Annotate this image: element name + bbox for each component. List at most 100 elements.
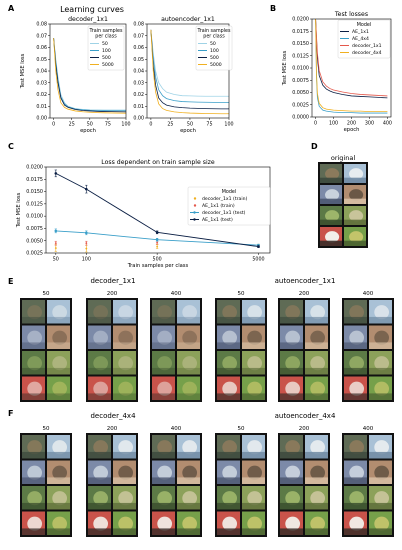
- y-tick-label: 0.0075: [26, 226, 43, 232]
- legend-label: AE_1x1: [352, 29, 369, 35]
- series-500-line: [150, 29, 229, 110]
- panel-e-grid-thumb-ground: [217, 316, 240, 324]
- y-tick-label: 0.03: [133, 80, 144, 86]
- original-grid-thumb-subject: [349, 189, 364, 201]
- panel-e-grid-thumb-ground: [217, 367, 240, 375]
- panel-f-grid-thumb-subject: [374, 440, 390, 455]
- panel-f-grid-thumb-ground: [47, 451, 70, 459]
- panel-f-grid-thumb-ground: [113, 451, 136, 459]
- panel-e-grid-thumb-subject: [52, 330, 68, 345]
- panel-a-title: Learning curves: [60, 5, 124, 14]
- panel-f-grid-thumb-ground: [88, 451, 111, 459]
- panel-f-grid-thumb-subject: [27, 465, 43, 480]
- panel-e-grid-thumb-ground: [305, 342, 328, 349]
- panel-f-grid-thumb-ground: [305, 502, 328, 510]
- panel-f-grid-thumb-subject: [349, 465, 365, 480]
- legend-title: Model: [357, 22, 371, 28]
- panel-f-grid-thumb-subject: [222, 440, 238, 455]
- panel-e-grid-thumb-subject: [182, 305, 198, 320]
- legend-label: 5000: [102, 62, 114, 68]
- panel-e-grid-thumb-subject: [349, 305, 365, 320]
- y-tick-label: 0.07: [133, 33, 144, 39]
- series-100-line: [53, 38, 126, 112]
- image-grids-layer: 50 200 400 50 200 400 50 200 400 50 200 400: [20, 162, 394, 537]
- panel-f-grid-thumb-ground: [177, 528, 200, 535]
- legend-label: decoder_1x1 (test): [202, 210, 246, 216]
- panel-e-grid-thumb-ground: [344, 393, 367, 400]
- series-decoder-1x1-line: [315, 19, 388, 97]
- y-tick-label: 0.0200: [26, 165, 43, 171]
- legend-label: 50: [210, 41, 216, 47]
- panel-f-grid-thumb-subject: [182, 465, 198, 480]
- panel-f-grid-thumb-subject: [349, 440, 365, 455]
- panel-e-grid-thumb-subject: [310, 356, 326, 371]
- legend-title: Train samples per class: [197, 28, 231, 40]
- x-axis-label: epoch: [344, 127, 360, 133]
- x-tick-label: 100: [224, 122, 233, 128]
- panel-e-grid-thumb-ground: [242, 342, 265, 349]
- panel-e-grid-thumb-subject: [247, 356, 263, 371]
- panel-e-column-label: 400: [171, 291, 182, 297]
- legend-label: AE_1x1 (train): [202, 203, 235, 209]
- legend-label: AE_4x4: [352, 36, 369, 42]
- panel-e-grid-thumb-ground: [88, 367, 111, 375]
- legend-label: decoder_4x4: [352, 50, 382, 56]
- plot-area: [54, 169, 260, 253]
- panel-e-grid-thumb-subject: [93, 356, 109, 371]
- original-grid-thumb-ground: [344, 219, 366, 225]
- panel-f-grid-thumb-subject: [349, 516, 365, 531]
- panel-e-grid-thumb-subject: [93, 305, 109, 320]
- panel-e-grid-thumb-subject: [222, 356, 238, 371]
- y-tick-label: 0.08: [36, 22, 47, 28]
- panel-f-grid-thumb-ground: [217, 502, 240, 510]
- panel-e-grid-thumb-ground: [22, 342, 45, 349]
- legend-swatch-marker: [193, 211, 196, 214]
- panel-f-grid-thumb-ground: [177, 451, 200, 459]
- y-tick-label: 0.07: [36, 33, 47, 39]
- series-500-line: [53, 38, 126, 113]
- y-tick-label: 0.02: [133, 92, 144, 98]
- panel-e-grid-thumb-ground: [369, 367, 392, 375]
- panel-f-grid-thumb-ground: [242, 528, 265, 535]
- panel-e-grid-thumb-subject: [118, 381, 134, 396]
- panel-e-grid-thumb-ground: [47, 393, 70, 400]
- legend-swatch: [193, 204, 197, 207]
- panel-f-grid-thumb-ground: [242, 477, 265, 484]
- original-grid-thumb-ground: [320, 198, 342, 204]
- panel-e-grid-thumb-subject: [93, 381, 109, 396]
- panel-f-grid-thumb-subject: [285, 465, 301, 480]
- legend-box: [195, 25, 233, 71]
- y-tick-label: 0.05: [133, 57, 144, 63]
- chart-title: decoder_1x1: [68, 16, 108, 23]
- x-tick-label: 75: [105, 122, 111, 128]
- panel-e-column-label: 50: [43, 291, 50, 297]
- panel-f-grid-thumb-ground: [177, 477, 200, 484]
- panel-f-grid-thumb-ground: [344, 477, 367, 484]
- panel-f-grid-thumb-subject: [52, 516, 68, 531]
- x-tick-label: 300: [365, 121, 374, 127]
- series-5000-line: [53, 38, 126, 114]
- panel-f-grid-thumb-subject: [310, 465, 326, 480]
- panel-letter-c: C: [8, 142, 14, 151]
- panel-e-grid-thumb-subject: [182, 381, 198, 396]
- panel-f-grid-thumb-subject: [157, 465, 173, 480]
- panel-f-grid-thumb-ground: [152, 502, 175, 510]
- panel-e-grid-thumb-ground: [88, 393, 111, 400]
- plot-area: [53, 38, 126, 114]
- original-grid-thumb-ground: [344, 198, 366, 204]
- x-tick-label: 100: [121, 122, 130, 128]
- panel-e-group-right: autoencoder_1x1: [275, 277, 336, 285]
- panel-e-grid-thumb-ground: [242, 367, 265, 375]
- panel-f-grid-thumb-subject: [310, 491, 326, 506]
- series-ae-1x1-test--point: [85, 187, 88, 191]
- panel-f-column-label: 50: [238, 426, 245, 432]
- original-grid-thumb-ground: [320, 219, 342, 225]
- panel-e-grid-thumb-subject: [27, 330, 43, 345]
- panel-f-grid-thumb-subject: [247, 465, 263, 480]
- panel-e-grid-thumb-ground: [152, 342, 175, 349]
- series-ae-1x1-test--point: [257, 245, 260, 248]
- legend-label: 500: [210, 55, 219, 61]
- series-100-line: [150, 29, 229, 103]
- x-tick-label: 5000: [252, 257, 264, 263]
- panel-f-grid-thumb-ground: [305, 477, 328, 484]
